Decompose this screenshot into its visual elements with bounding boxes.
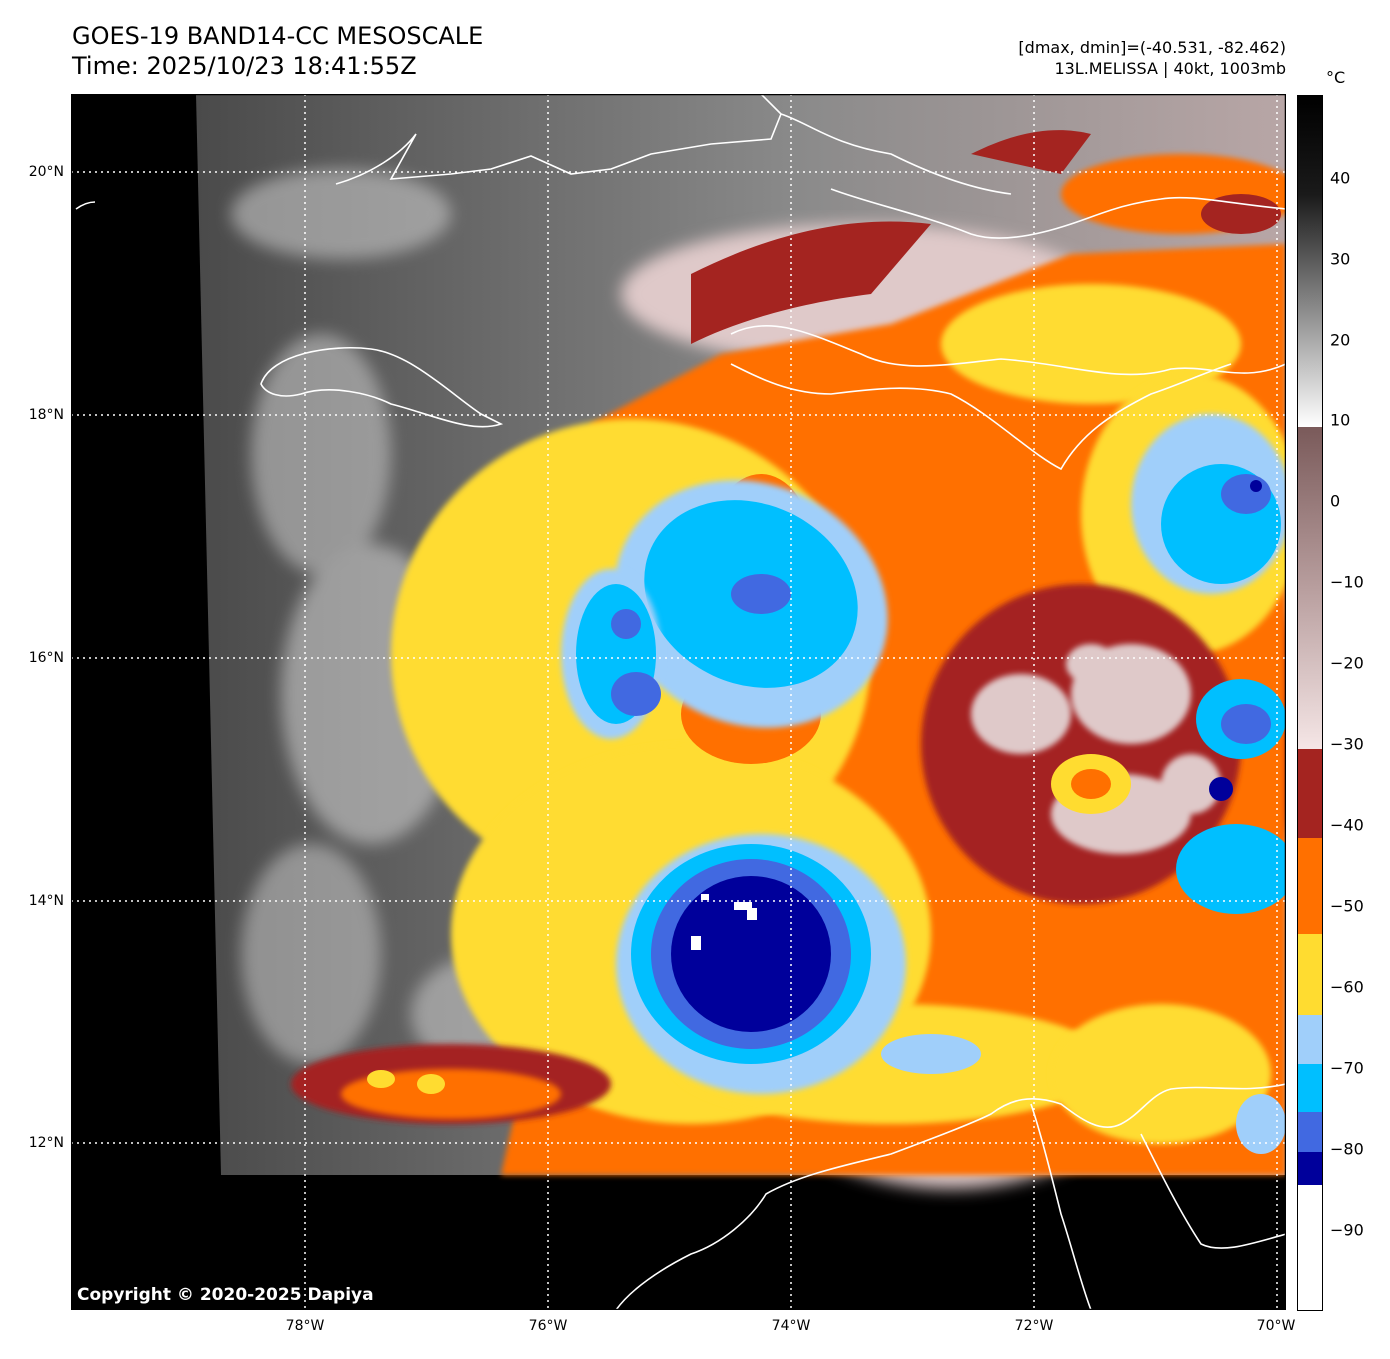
colorbar-seg-royal-blue xyxy=(1297,1112,1323,1152)
copyright-text: Copyright © 2020-2025 Dapiya xyxy=(77,1285,374,1305)
colorbar-tick: −50 xyxy=(1330,896,1364,916)
colorbar-tick: 20 xyxy=(1330,330,1351,350)
coastlines xyxy=(75,94,1286,1310)
stats-text: [dmax, dmin]=(-40.531, -82.462) xyxy=(1018,38,1286,57)
coastline-jamaica xyxy=(260,346,504,428)
lon-label-78w: 78°W xyxy=(285,1318,325,1334)
coastline-hispaniola xyxy=(730,325,1286,376)
colorbar-tick: 10 xyxy=(1330,410,1351,430)
colorbar-tick: −10 xyxy=(1330,572,1364,592)
colorbar xyxy=(1297,95,1323,1311)
lat-label-18n: 18°N xyxy=(28,407,64,423)
lon-label-76w: 76°W xyxy=(528,1318,568,1334)
lat-label-20n: 20°N xyxy=(28,164,64,180)
colorbar-tick: −60 xyxy=(1330,977,1364,997)
lat-label-16n: 16°N xyxy=(28,650,64,666)
storm-info: 13L.MELISSA | 40kt, 1003mb xyxy=(1054,59,1286,78)
lat-label-14n: 14°N xyxy=(28,893,64,909)
colorbar-unit: °C xyxy=(1326,68,1346,87)
colorbar-seg-cyan xyxy=(1297,1064,1323,1112)
colorbar-tick: −40 xyxy=(1330,815,1364,835)
colorbar-tick: −20 xyxy=(1330,653,1364,673)
colorbar-seg-orange xyxy=(1297,838,1323,934)
lon-label-72w: 72°W xyxy=(1014,1318,1054,1334)
colorbar-tick: 40 xyxy=(1330,168,1351,188)
colorbar-tick: −30 xyxy=(1330,734,1364,754)
lat-label-12n: 12°N xyxy=(28,1135,64,1151)
satellite-map: Copyright © 2020-2025 Dapiya xyxy=(71,94,1286,1310)
title-time: Time: 2025/10/23 18:41:55Z xyxy=(72,52,417,80)
coastline-cuba xyxy=(335,94,782,185)
colorbar-seg-warm-gray xyxy=(1297,95,1323,427)
lon-label-70w: 70°W xyxy=(1256,1318,1296,1334)
colorbar-tick: −80 xyxy=(1330,1139,1364,1159)
colorbar-tick: 30 xyxy=(1330,249,1351,269)
graticule xyxy=(71,94,1286,1310)
coastline-south-america xyxy=(615,1083,1286,1310)
lon-label-74w: 74°W xyxy=(771,1318,811,1334)
colorbar-seg-navy xyxy=(1297,1152,1323,1185)
colorbar-seg-white xyxy=(1297,1185,1323,1311)
colorbar-seg-dark-red xyxy=(1297,749,1323,838)
colorbar-seg-brown xyxy=(1297,427,1323,749)
colorbar-tick: −70 xyxy=(1330,1058,1364,1078)
colorbar-tick: 0 xyxy=(1330,491,1341,511)
map-frame xyxy=(71,94,1286,1310)
title-product: GOES-19 BAND14-CC MESOSCALE xyxy=(72,22,484,50)
colorbar-tick: −90 xyxy=(1330,1220,1364,1240)
imagery xyxy=(196,94,1286,1189)
colorbar-seg-yellow xyxy=(1297,934,1323,1015)
colorbar-seg-light-blue xyxy=(1297,1015,1323,1064)
